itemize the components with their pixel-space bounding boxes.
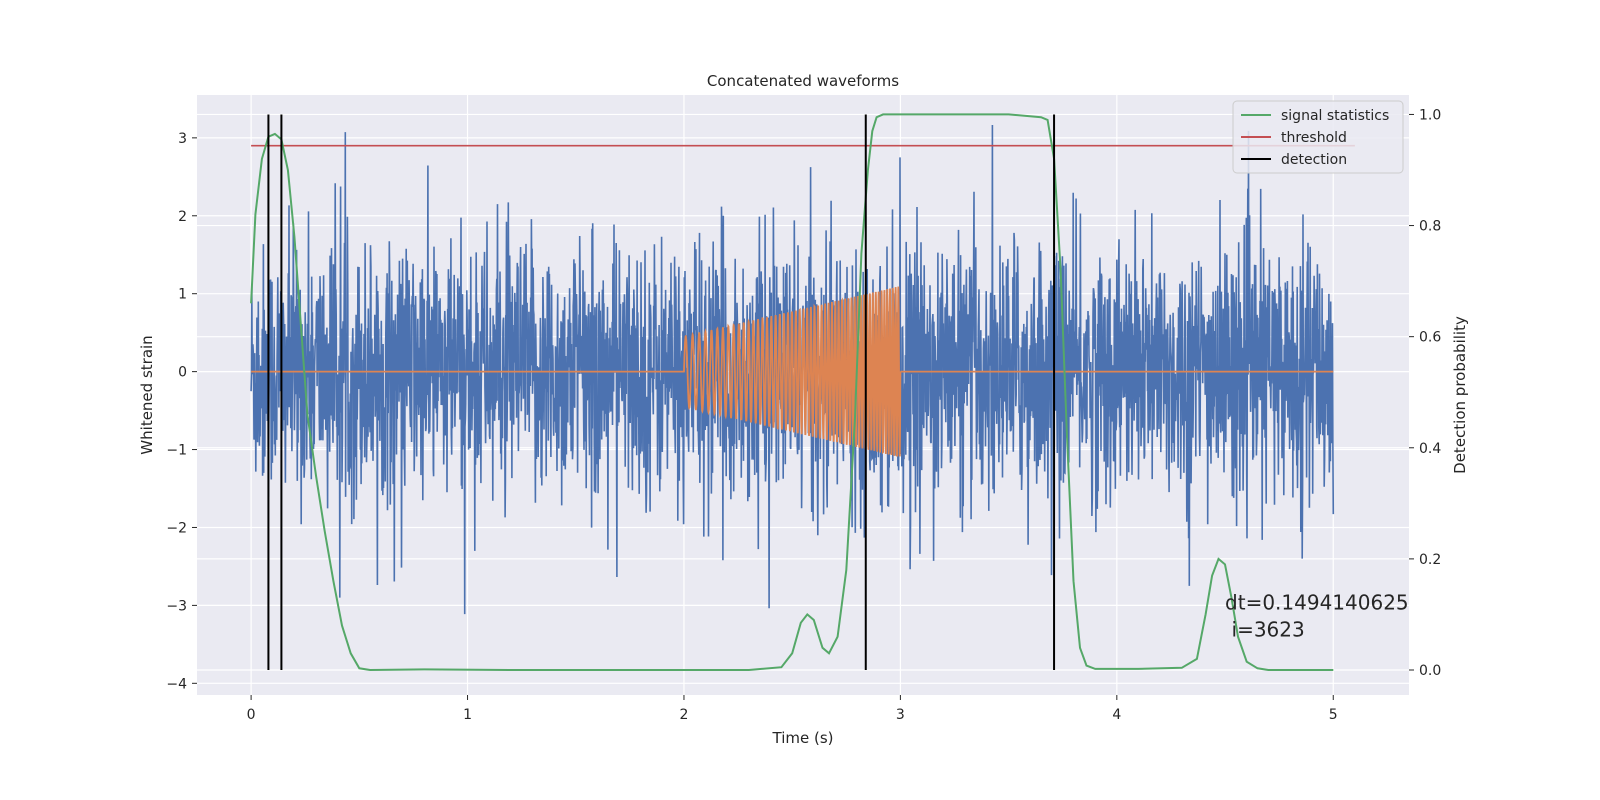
x-tick-label: 5 [1329, 707, 1338, 723]
x-tick-label: 4 [1112, 707, 1121, 723]
y2-tick-label: 0.0 [1419, 663, 1441, 679]
x-tick-label: 0 [247, 707, 256, 723]
y2-tick-label: 0.2 [1419, 552, 1441, 568]
y-tick-label: −2 [166, 520, 187, 536]
y2-tick-label: 1.0 [1419, 107, 1441, 123]
x-axis-label: Time (s) [772, 729, 834, 747]
y-tick-label: 2 [178, 209, 187, 225]
y2-axis-label: Detection probability [1451, 316, 1469, 474]
legend-box [1232, 100, 1404, 174]
x-tick-label: 3 [896, 707, 905, 723]
y-axis-label: Whitened strain [138, 335, 156, 454]
legend-entry-threshold: threshold [1281, 130, 1347, 146]
chart-title: Concatenated waveforms [707, 72, 899, 90]
x-tick-label: 1 [463, 707, 472, 723]
series-signal-statistics [250, 113, 1334, 672]
legend-entry-signal-statistics: signal statistics [1281, 108, 1389, 124]
annotation-index: i=3623 [1232, 618, 1305, 642]
plot-area [250, 113, 1355, 672]
y-tick-label: −3 [166, 598, 187, 614]
y-tick-label: 0 [178, 365, 187, 381]
legend-entry-detection: detection [1281, 152, 1347, 168]
y-tick-label: 1 [178, 287, 187, 303]
legend: signal statistics threshold detection [1232, 100, 1404, 174]
annotation-dt: dt=0.1494140625 [1225, 590, 1409, 614]
axis-ticks: 0 1 2 3 4 5 3 2 1 0 −1 −2 −3 −4 1.0 0.8 0.6 0.4 0.2 0.0 [166, 107, 1441, 723]
series-injected-chirp [251, 286, 1334, 457]
x-tick-label: 2 [680, 707, 689, 723]
y2-tick-label: 0.8 [1419, 219, 1441, 235]
y2-tick-label: 0.4 [1419, 441, 1441, 457]
y-tick-label: −4 [166, 676, 187, 692]
y-tick-label: −1 [166, 443, 187, 459]
y2-tick-label: 0.6 [1419, 330, 1441, 346]
y-tick-label: 3 [178, 131, 187, 147]
series-whitened-strain [250, 124, 1335, 615]
